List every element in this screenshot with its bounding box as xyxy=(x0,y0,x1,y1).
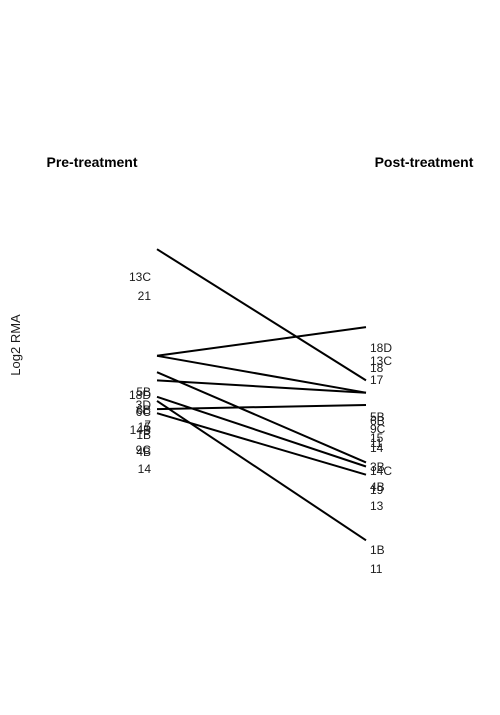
post-label: 15 xyxy=(370,431,384,445)
series-line-5B xyxy=(156,354,367,394)
series-line-6C xyxy=(156,379,367,394)
post-label: 11 xyxy=(370,562,383,576)
x-label-post: Post-treatment xyxy=(375,154,474,170)
post-label: 13C xyxy=(370,354,392,368)
pre-label: 18D xyxy=(129,388,151,402)
x-label-pre: Pre-treatment xyxy=(46,154,137,170)
post-label: 19 xyxy=(370,483,384,497)
post-label: 1B xyxy=(370,543,385,557)
pre-label: 14 xyxy=(138,462,152,476)
post-label: 18 xyxy=(370,361,384,375)
post-label: 4B xyxy=(370,480,385,494)
post-label: 11 xyxy=(370,436,383,450)
post-label: 13 xyxy=(370,499,384,513)
series-line-3D xyxy=(156,371,367,464)
post-label: 14 xyxy=(370,441,384,455)
series-line-18D xyxy=(156,326,367,357)
pre-label: 7 xyxy=(144,418,151,432)
pre-label: 9C xyxy=(136,443,152,457)
series-lines xyxy=(156,248,367,542)
post-label: 18D xyxy=(370,341,392,355)
post-label: 14C xyxy=(370,464,392,478)
pre-label: 21 xyxy=(138,289,152,303)
pre-label: 14B xyxy=(130,423,151,437)
pre-label: 6B xyxy=(136,403,151,417)
series-line-9C xyxy=(156,412,367,476)
series-line-15 xyxy=(156,404,367,411)
post-label: 17 xyxy=(370,373,384,387)
pre-label: 15 xyxy=(138,420,152,434)
pre-label: 13C xyxy=(129,270,151,284)
pre-label: 1B xyxy=(136,428,151,442)
series-line-13C xyxy=(156,248,367,382)
pre-label: 6C xyxy=(136,405,152,419)
pre-label: 5B xyxy=(136,385,151,399)
post-label: 9C xyxy=(370,422,386,436)
post-label: 3B xyxy=(370,460,385,474)
post-label: 5B xyxy=(370,410,385,424)
post-label: 6B xyxy=(370,414,385,428)
pre-label: 4B xyxy=(136,445,151,459)
pre-label: 3D xyxy=(136,398,152,412)
y-axis-label: Log2 RMA xyxy=(8,314,23,376)
